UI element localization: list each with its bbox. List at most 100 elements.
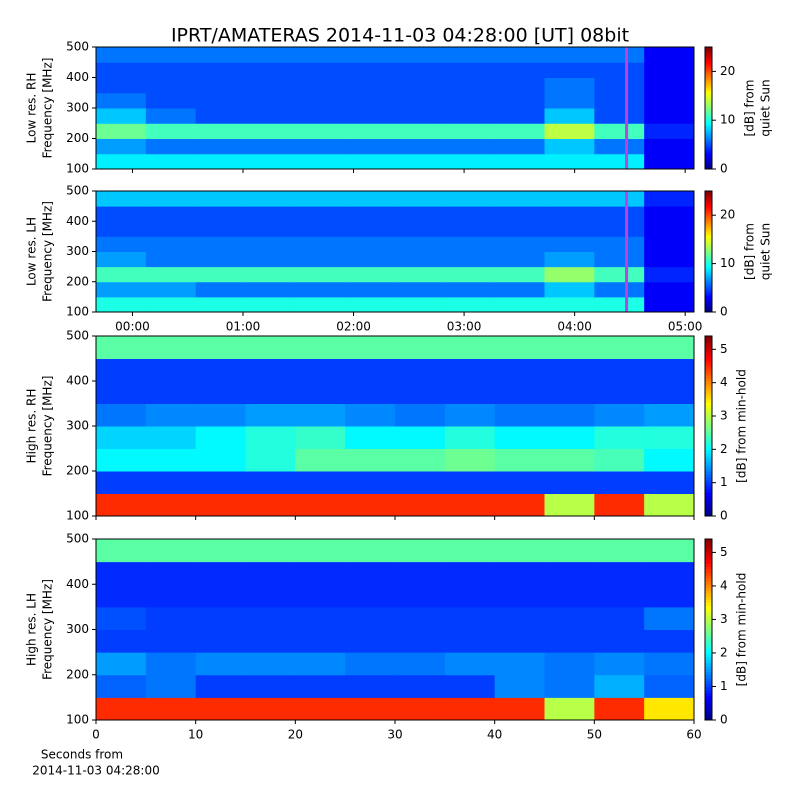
heatmap-cell xyxy=(644,584,695,608)
colorbar-step xyxy=(705,423,712,427)
heatmap-cell xyxy=(96,493,147,517)
colorbar-step xyxy=(705,674,712,679)
heatmap-cell xyxy=(145,674,197,698)
colorbar-step xyxy=(705,572,712,576)
heatmap-cell xyxy=(195,674,246,698)
heatmap-cell xyxy=(245,92,296,109)
colorbar-step xyxy=(705,411,712,415)
heatmap-cell xyxy=(96,606,147,630)
colorbar-step xyxy=(705,160,712,164)
heatmap-cell xyxy=(494,77,545,94)
colorbar-step xyxy=(705,468,712,472)
colorbar-step xyxy=(705,677,712,682)
heatmap-cell xyxy=(145,471,197,494)
heatmap-cell xyxy=(145,221,197,237)
heatmap-cell xyxy=(444,62,496,78)
heatmap-cell xyxy=(594,448,645,472)
heatmap-cell xyxy=(444,92,496,109)
heatmap-cell xyxy=(444,381,496,404)
heatmap-cell xyxy=(295,108,346,124)
colorbar-step xyxy=(705,698,712,703)
colorbar-step xyxy=(705,227,712,230)
x-tick-label: 0 xyxy=(92,728,100,742)
heatmap-cell xyxy=(195,108,246,124)
heatmap-cell xyxy=(395,62,446,78)
heatmap-cell xyxy=(145,336,197,359)
colorbar-label: [dB] from min-hold xyxy=(735,369,749,483)
heatmap-cell xyxy=(644,358,695,382)
colorbar-step xyxy=(705,255,712,259)
colorbar-step xyxy=(705,560,712,564)
colorbar-step xyxy=(705,462,712,466)
colorbar-step xyxy=(705,124,712,127)
colorbar-tick-label: 2 xyxy=(720,442,728,456)
heatmap-cell xyxy=(544,381,595,404)
colorbar-tick-label: 4 xyxy=(720,578,728,592)
heatmap-cell xyxy=(295,471,346,494)
heatmap-cell xyxy=(395,221,446,237)
heatmap-cell xyxy=(96,403,147,427)
heatmap-cell xyxy=(295,92,346,109)
colorbar-step xyxy=(705,108,712,111)
heatmap-cell xyxy=(195,62,246,78)
heatmap-cell xyxy=(195,381,246,404)
colorbar-step xyxy=(705,432,712,436)
colorbar-step xyxy=(705,689,712,694)
colorbar-step xyxy=(705,602,712,606)
heatmap-cell xyxy=(594,674,645,698)
colorbar-step xyxy=(705,277,712,281)
heatmap-cell xyxy=(395,674,446,698)
heatmap-cell xyxy=(494,448,545,472)
heatmap-cell xyxy=(444,652,496,676)
heatmap-cell xyxy=(96,336,147,359)
colorbar-label: [dB] from min-hold xyxy=(735,573,749,687)
colorbar-step xyxy=(705,551,712,555)
colorbar-step xyxy=(705,225,712,228)
colorbar-step xyxy=(705,49,712,52)
colorbar-step xyxy=(705,402,712,406)
heatmap-cell xyxy=(345,697,396,721)
colorbar-step xyxy=(705,692,712,697)
y-axis-label: Frequency [MHz] xyxy=(41,376,55,477)
heatmap-cell xyxy=(96,236,147,252)
heatmap-cell xyxy=(195,448,246,472)
colorbar-step xyxy=(705,120,712,123)
colorbar-step xyxy=(705,617,712,621)
heatmap-cell xyxy=(345,493,396,517)
heatmap-cell xyxy=(444,281,496,298)
heatmap-cell xyxy=(345,77,396,94)
heatmap-cell xyxy=(544,448,595,472)
heatmap-cell xyxy=(145,381,197,404)
colorbar-step xyxy=(705,158,712,162)
heatmap-cell xyxy=(245,77,296,94)
heatmap-cell xyxy=(444,108,496,124)
heatmap-cell xyxy=(295,138,346,155)
heatmap-cell xyxy=(96,191,147,207)
heatmap-cell xyxy=(544,221,595,237)
heatmap-cell xyxy=(195,123,246,139)
heatmap-cell xyxy=(644,92,695,109)
heatmap-cell xyxy=(96,123,147,139)
heatmap-cell xyxy=(594,62,645,78)
colorbar-step xyxy=(705,112,712,115)
heatmap-cell xyxy=(96,281,147,298)
heatmap-cell xyxy=(594,92,645,109)
colorbar-step xyxy=(705,680,712,685)
heatmap-cell xyxy=(245,336,296,359)
colorbar-step xyxy=(705,593,712,597)
heatmap-cell xyxy=(145,584,197,608)
colorbar-step xyxy=(705,195,712,198)
colorbar-step xyxy=(705,235,712,238)
heatmap-cell xyxy=(444,674,496,698)
heatmap-cell xyxy=(395,381,446,404)
colorbar-step xyxy=(705,219,712,222)
heatmap-cell xyxy=(594,191,645,207)
colorbar-step xyxy=(705,237,712,240)
heatmap-cell xyxy=(494,92,545,109)
heatmap-cell xyxy=(245,236,296,252)
heatmap-cell xyxy=(395,448,446,472)
x-tick-label: 40 xyxy=(487,728,502,742)
colorbar-step xyxy=(705,73,712,76)
heatmap-cell xyxy=(195,281,246,298)
y-tick-label: 200 xyxy=(66,274,89,288)
